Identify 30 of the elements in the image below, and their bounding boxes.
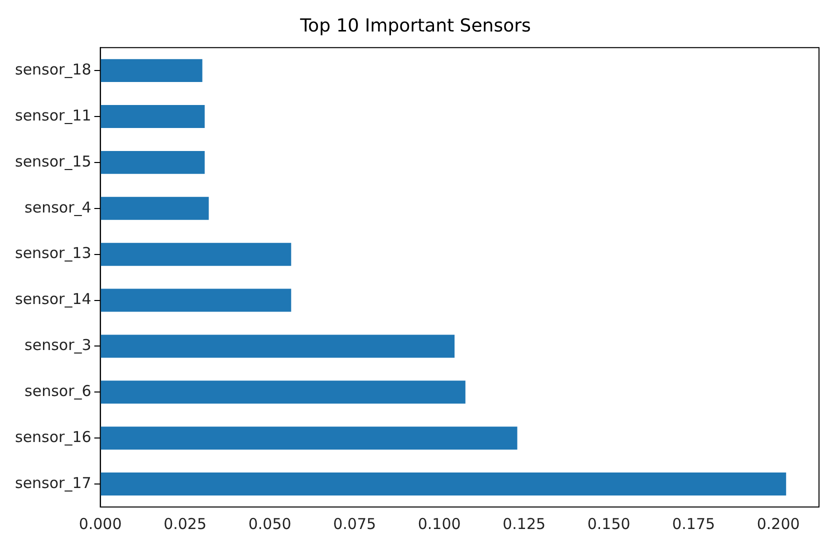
y-tick-label: sensor_4 xyxy=(24,198,92,216)
x-tick-label: 0.100 xyxy=(418,514,461,533)
x-tick-label: 0.025 xyxy=(164,514,207,533)
x-tick-label: 0.075 xyxy=(333,514,376,533)
x-tick-label: 0.000 xyxy=(78,514,122,533)
y-tick-label: sensor_13 xyxy=(15,244,92,262)
bar xyxy=(100,105,205,128)
bar xyxy=(100,426,518,450)
y-tick-label: sensor_3 xyxy=(24,336,92,354)
y-tick-label: sensor_18 xyxy=(15,60,92,78)
bar xyxy=(100,150,205,174)
y-tick-label: sensor_17 xyxy=(15,474,92,492)
y-tick-label: sensor_14 xyxy=(15,290,92,308)
y-tick-label: sensor_6 xyxy=(24,382,92,400)
x-tick-label: 0.050 xyxy=(248,514,292,533)
bar xyxy=(100,472,786,496)
x-tick-label: 0.175 xyxy=(672,514,716,533)
chart-title: Top 10 Important Sensors xyxy=(299,15,531,36)
x-tick-label: 0.125 xyxy=(502,514,546,533)
bar xyxy=(100,242,292,266)
y-tick-label: sensor_16 xyxy=(15,428,92,446)
y-tick-label: sensor_11 xyxy=(15,106,92,124)
y-tick-label: sensor_15 xyxy=(15,152,92,170)
bar xyxy=(100,380,466,404)
bar xyxy=(100,59,202,82)
x-tick-label: 0.200 xyxy=(756,514,800,533)
bar xyxy=(100,196,209,220)
bar xyxy=(100,288,292,312)
x-tick-label: 0.150 xyxy=(587,514,630,533)
bar xyxy=(100,334,455,358)
